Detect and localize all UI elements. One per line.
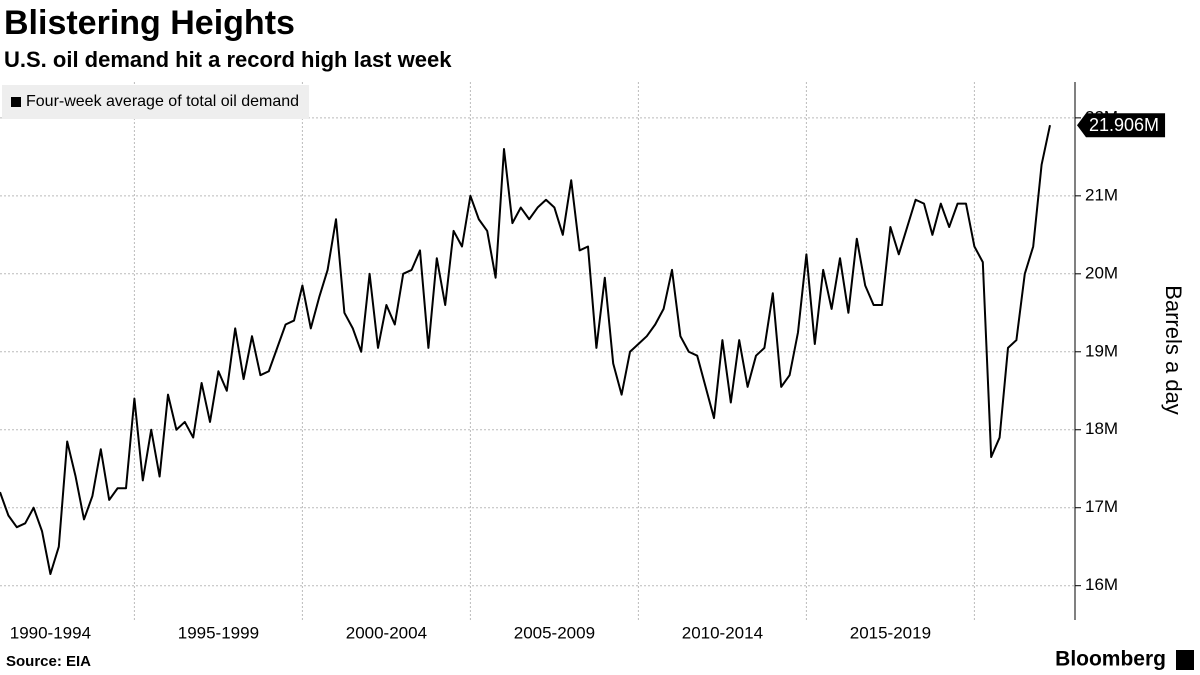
y-tick-label: 19M (1085, 341, 1118, 360)
legend: Four-week average of total oil demand (11, 93, 299, 110)
source: Source: EIA (6, 653, 91, 670)
x-tick-label: 2005-2009 (514, 623, 595, 642)
y-tick-label: 17M (1085, 497, 1118, 516)
x-tick-label: 2015-2019 (850, 623, 931, 642)
value-label-box (1077, 113, 1166, 138)
x-tick-label: 1990-1994 (10, 623, 91, 642)
y-tick-label: 18M (1085, 419, 1118, 438)
value-callout: 21.906M (1077, 113, 1166, 138)
x-tick-label: 1995-1999 (178, 623, 259, 642)
y-axis-label: Barrels a day (1161, 285, 1186, 415)
brand: Bloomberg (1055, 648, 1166, 671)
chart-title: Blistering Heights (4, 4, 295, 42)
x-tick-label: 2000-2004 (346, 623, 427, 642)
y-tick-label: 16M (1085, 575, 1118, 594)
brand-icon (1176, 650, 1194, 670)
x-tick-label: 2010-2014 (682, 623, 763, 642)
legend-label: Four-week average of total oil demand (26, 93, 299, 110)
chart-subtitle: U.S. oil demand hit a record high last w… (4, 47, 452, 72)
legend-swatch (11, 97, 21, 107)
data-line (0, 124, 1051, 575)
value-label: 21.906M (1089, 115, 1159, 135)
y-tick-label: 20M (1085, 263, 1118, 282)
legend-background (2, 85, 310, 119)
y-tick-label: 21M (1085, 185, 1118, 204)
